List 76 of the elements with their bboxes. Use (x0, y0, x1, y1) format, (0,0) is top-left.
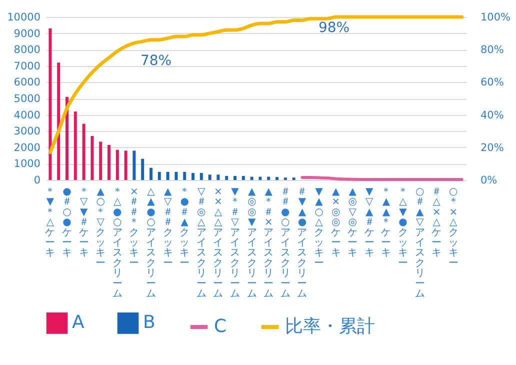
category-label: ▽＃◎△アイスクリーム (196, 186, 206, 300)
bar (225, 176, 228, 180)
y2-tick-label: 0% (480, 174, 498, 186)
bar (108, 144, 110, 180)
annotation: 78% (140, 53, 172, 69)
x-tick-label: ▲×◎◎ケーキ (330, 186, 341, 259)
category-label: ○＃▲▽アイスクリーム (414, 186, 425, 300)
y-tick-label: 2000 (14, 142, 40, 154)
bar (132, 150, 136, 180)
category-label: ＊△●○アイスクリーム (112, 186, 122, 300)
bar (82, 124, 86, 180)
category-label: ＃▼▲●アイスクリーム (297, 186, 308, 300)
y-tick-label: 4000 (14, 109, 40, 122)
x-tick-label: ＊▼＊△ケーキ (45, 186, 56, 259)
y-tick-label: 7000 (14, 60, 40, 72)
y2-tick-label: 80% (480, 44, 504, 56)
bar (258, 176, 262, 180)
bar (183, 172, 186, 180)
bar (116, 150, 119, 180)
bar (234, 176, 236, 180)
x-tick-label: ＊▽▼＃ケーキ (78, 186, 89, 259)
bar (150, 168, 152, 180)
bar (208, 174, 212, 180)
x-tick-label: ＊▲▲＊ケーキ (381, 186, 392, 259)
x-tick-label: ▲◎▽◎ケーキ (348, 186, 358, 259)
bar (48, 28, 52, 180)
y-tick-label: 5000 (14, 93, 40, 105)
y2-tick-label: 100% (480, 12, 511, 24)
x-tick-label: ●＃○●ケーキ (62, 186, 72, 259)
x-tick-label: ×＃＃＊クッキー (129, 186, 140, 269)
category-label: ＃＃●○アイスクリーム (280, 186, 290, 300)
y-tick-label: 1000 (14, 158, 40, 170)
annotation: 98% (318, 20, 350, 36)
x-tick-label: ▲○＊▽クッキー (96, 186, 106, 269)
bar (124, 150, 128, 180)
legend-label: A (72, 312, 85, 334)
bar (57, 62, 60, 180)
legend-label: 比率・累計 (285, 316, 375, 337)
x-tick-label: ▼▲○△クッキー (314, 186, 324, 269)
category-label: ▲◎◎▼アイスクリーム (246, 186, 257, 300)
bar (158, 172, 161, 180)
x-tick-label: ▲▽＃＃クッキー (162, 186, 173, 269)
bar (276, 177, 278, 180)
line-series (48, 15, 464, 154)
y2-tick-label: 40% (480, 109, 504, 122)
legend-label: C (214, 316, 227, 337)
bar (174, 172, 178, 180)
y-tick-label: 0 (34, 174, 40, 186)
y-tick-label: 6000 (14, 76, 40, 89)
x-tick-label: ▼▽▲＃ケーキ (364, 186, 374, 259)
category-label: △▲●○アイスクリーム (146, 186, 156, 300)
x-tick-label: ＊●＃▲クッキー (180, 186, 190, 269)
y2-tick-label: 60% (480, 76, 504, 89)
y-tick-label: 9000 (14, 28, 40, 40)
category-label: ××△△アイスクリーム (213, 186, 224, 300)
bar (90, 136, 94, 180)
x-tick-label: ○＊×△クッキー (448, 186, 458, 269)
y-tick-label: 3000 (14, 126, 40, 138)
y-tick-label: 8000 (14, 44, 40, 56)
bar (99, 142, 102, 180)
category-label: ▼＊＃▽アイスクリーム (230, 186, 240, 300)
legend-label: B (143, 312, 156, 334)
bar (192, 172, 194, 180)
bar (267, 176, 270, 180)
bar (74, 112, 77, 180)
bar (242, 176, 245, 180)
x-tick-label: ＊△▼●クッキー (398, 186, 408, 269)
bar (166, 172, 170, 180)
bar (216, 174, 220, 180)
x-tick-label: ＃△×△ケーキ (432, 186, 442, 259)
category-label: ▲＊＃×アイスクリーム (264, 186, 274, 300)
y-tick-label: 10000 (7, 12, 40, 24)
bar (200, 172, 203, 180)
bar (250, 176, 254, 180)
bar (141, 158, 144, 180)
y2-tick-label: 20% (480, 142, 504, 154)
